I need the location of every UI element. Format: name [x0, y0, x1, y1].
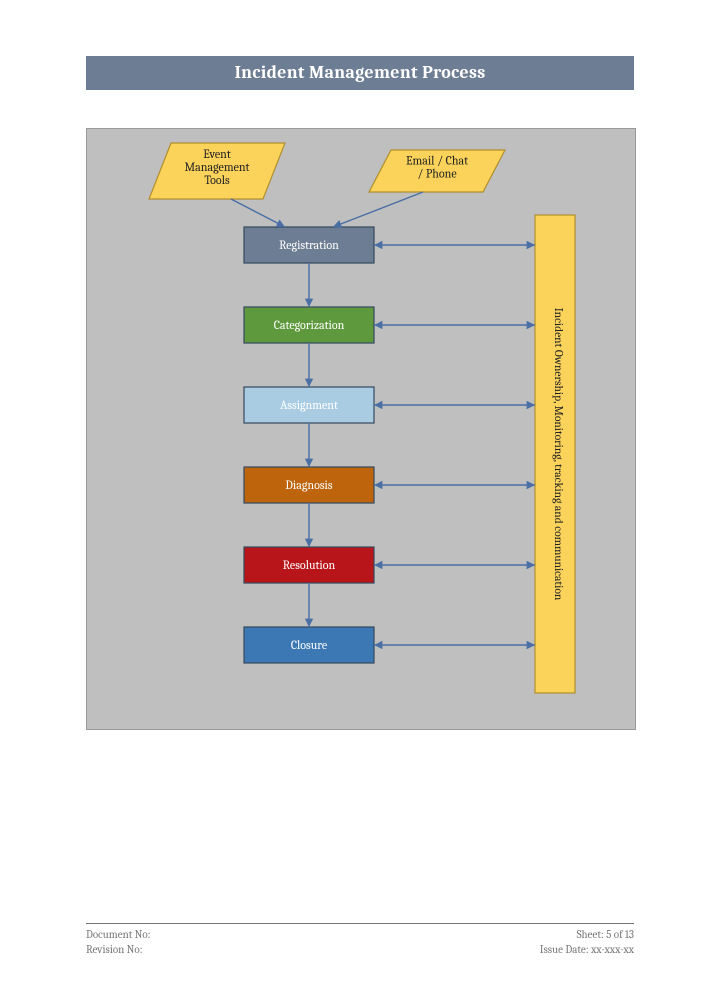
node-resolution-label: Resolution: [283, 558, 336, 572]
footer-doc-no: Document No:: [86, 928, 151, 941]
flowchart-svg: EventManagementTools Email / Chat/ Phone R…: [87, 129, 635, 729]
document-page: Incident Management Process EventManagem…: [0, 0, 720, 998]
node-diagnosis-label: Diagnosis: [285, 478, 332, 492]
input-event-tools-label: Management: [185, 160, 250, 174]
footer-sheet: Sheet: 5 of 13: [577, 928, 634, 941]
footer-rev-no: Revision No:: [86, 943, 151, 956]
footer-issue-date: Issue Date: xx-xxx-xx: [540, 943, 634, 956]
input-event-tools-label: Tools: [204, 173, 230, 187]
input-email-chat-phone-label: Email / Chat: [406, 154, 468, 168]
flowchart-container: EventManagementTools Email / Chat/ Phone R…: [86, 128, 636, 730]
node-closure-label: Closure: [291, 638, 328, 652]
node-categorization-label: Categorization: [274, 318, 345, 332]
node-registration-label: Registration: [279, 238, 339, 252]
page-footer: Document No: Revision No: Sheet: 5 of 13…: [86, 923, 634, 956]
sidebar-ownership-label: Incident Ownership, Monitoring, tracking…: [552, 308, 565, 601]
footer-right: Sheet: 5 of 13 Issue Date: xx-xxx-xx: [540, 928, 634, 956]
page-title: Incident Management Process: [86, 56, 634, 90]
footer-left: Document No: Revision No:: [86, 928, 151, 956]
node-assignment-label: Assignment: [280, 398, 338, 412]
input-email-chat-phone-label: / Phone: [417, 167, 457, 181]
input-event-tools-label: Event: [203, 147, 231, 161]
